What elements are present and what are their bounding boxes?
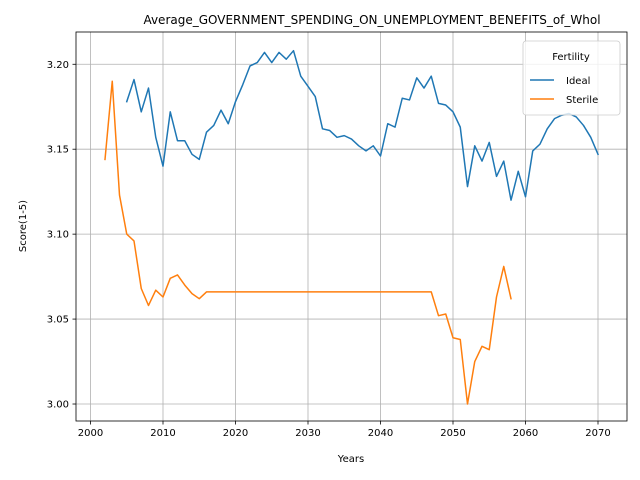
legend-label-sterile: Sterile [566,95,598,106]
x-tick-label: 2050 [440,428,465,439]
x-tick-label: 2060 [513,428,538,439]
x-axis: 2000 2010 2020 2030 2040 2050 2060 2070 [78,421,611,439]
x-axis-label: Years [337,454,364,465]
legend-box [522,40,621,116]
x-tick-label: 2070 [585,428,610,439]
series-line-ideal [125,49,599,201]
series-layer [104,49,599,405]
legend-title: Fertility [552,52,590,63]
y-tick-label: 3.10 [47,230,69,241]
chart-title: Average_GOVERNMENT_SPENDING_ON_UNEMPLOYM… [143,13,600,27]
series-line-sterile [104,80,512,405]
x-tick-label: 2020 [223,428,248,439]
y-tick-label: 3.00 [47,400,69,411]
legend-label-ideal: Ideal [566,76,590,87]
x-tick-label: 2040 [368,428,393,439]
x-tick-label: 2010 [150,428,175,439]
y-tick-label: 3.15 [47,145,69,156]
y-axis-label: Score(1-5) [18,200,29,252]
x-tick-label: 2000 [78,428,103,439]
plot-frame [75,31,628,422]
y-tick-label: 3.05 [47,315,69,326]
legend: Fertility Ideal Sterile [522,40,621,116]
x-tick-label: 2030 [295,428,320,439]
y-axis: 3.00 3.05 3.10 3.15 3.20 [47,60,76,411]
y-tick-label: 3.20 [47,60,69,71]
